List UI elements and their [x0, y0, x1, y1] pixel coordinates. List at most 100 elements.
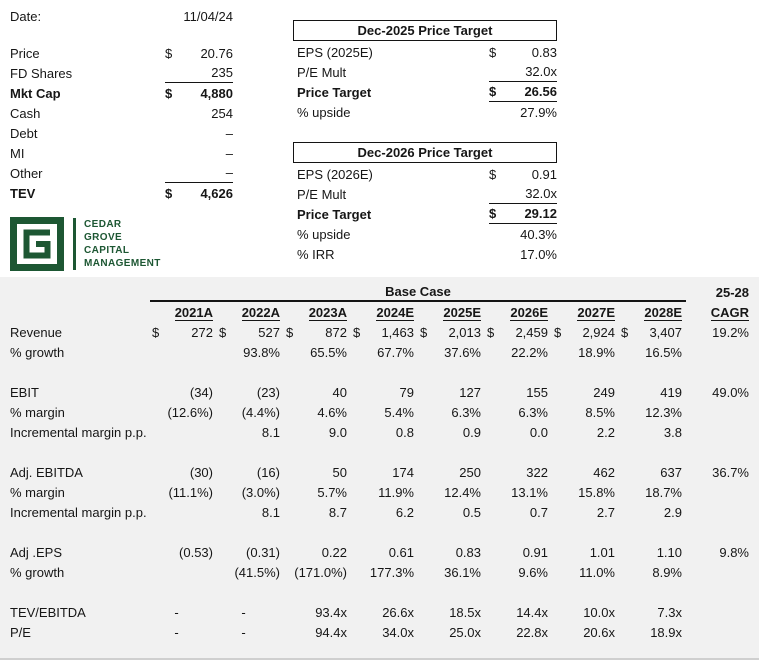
table-cell: (3.0%) — [241, 484, 280, 500]
table-cell: 8.1 — [261, 424, 280, 440]
value-cell: 254 — [165, 103, 233, 123]
cagr-cell: 9.8% — [719, 544, 749, 560]
column-header-label: 2024E — [376, 304, 414, 321]
table-cell: 462 — [593, 464, 615, 480]
summary-row-label: FD Shares — [10, 65, 73, 81]
table-row: EBIT (34) (23) 40 79 127 155 249 419 49.0% — [0, 382, 759, 402]
table-cell: 26.6x — [382, 604, 414, 620]
summary-value: – — [225, 125, 233, 141]
table-cell: 14.4x — [516, 604, 548, 620]
table-cell: 0.5 — [462, 504, 481, 520]
summary-row: Other – — [10, 163, 233, 183]
price-target-value: 27.9% — [520, 104, 557, 120]
summary-row: Mkt Cap $4,880 — [10, 83, 233, 103]
table-cell: 8.1 — [261, 504, 280, 520]
table-cell: 0.83 — [455, 544, 481, 560]
value-cell: $0.91 — [489, 164, 557, 184]
cagr-period-header: 25-28 — [715, 284, 749, 300]
currency-symbol: $ — [487, 324, 495, 340]
price-target-value: 40.3% — [520, 226, 557, 242]
date-value: 11/04/24 — [183, 8, 233, 24]
column-header-label: 2026E — [510, 304, 548, 321]
table-cell: 79 — [399, 384, 414, 400]
table-cell: 2.9 — [663, 504, 682, 520]
summary-value: 254 — [211, 105, 233, 121]
table-cell: 9.6% — [518, 564, 548, 580]
summary-row: TEV $4,626 — [10, 183, 233, 203]
table-cell: 18.9% — [578, 344, 615, 360]
table-cell: 25.0x — [449, 624, 481, 640]
valuation-summary: Date: 11/04/24 Price $20.76 FD Shares 235 Mk… — [10, 6, 233, 203]
column-header: 2026E — [485, 304, 552, 321]
price-target-row-label: P/E Mult — [297, 64, 347, 80]
table-cell: 93.8% — [243, 344, 280, 360]
summary-row-label: TEV — [10, 185, 36, 201]
column-header: 2022A — [217, 304, 284, 321]
currency-symbol: $ — [420, 324, 428, 340]
table-cell: 94.4x — [315, 624, 347, 640]
spacer-row — [0, 522, 759, 542]
price-target-title: Dec-2025 Price Target — [293, 20, 557, 41]
price-target-row-label: Price Target — [297, 84, 372, 100]
table-cell: $2,459 — [485, 325, 552, 340]
table-cell: 13.1% — [511, 484, 548, 500]
table-cell: 18.9x — [650, 624, 682, 640]
table-cell: 2.7 — [596, 504, 615, 520]
price-target-row: Price Target $29.12 — [293, 204, 557, 224]
value-cell: $26.56 — [489, 82, 557, 102]
column-header: 2023A — [284, 304, 351, 321]
summary-row: FD Shares 235 — [10, 63, 233, 83]
price-target-row: % upside 40.3% — [293, 224, 557, 244]
price-target-value: 17.0% — [520, 246, 557, 262]
currency-symbol: $ — [165, 185, 173, 201]
summary-value: – — [225, 165, 233, 180]
table-cell: 2.2 — [596, 424, 615, 440]
column-header: 2025E — [418, 304, 485, 321]
price-target-row: P/E Mult 32.0x — [293, 184, 557, 204]
currency-symbol: $ — [219, 324, 227, 340]
table-cell: (0.31) — [246, 544, 280, 560]
table-cell: 6.3% — [451, 404, 481, 420]
cagr-cell: 36.7% — [712, 464, 749, 480]
table-cell: (4.4%) — [241, 404, 280, 420]
price-target-row-label: EPS (2026E) — [297, 166, 373, 182]
value-cell: – — [165, 163, 233, 183]
table-cell: 11.0% — [579, 564, 615, 580]
value-cell: 40.3% — [489, 224, 557, 244]
value-cell: 32.0x — [489, 184, 557, 204]
forecast-table: Base Case 25-28 2021A 2022A 2023A 2024E 2025E 2… — [0, 282, 759, 642]
table-cell: 37.6% — [444, 344, 481, 360]
column-header-label: 2022A — [241, 304, 280, 321]
table-row-label: Adj. EBITDA — [10, 464, 83, 480]
table-row: P/E - - 94.4x 34.0x 25.0x 22.8x 20.6x 18.9x — [0, 622, 759, 642]
currency-symbol: $ — [353, 324, 361, 340]
table-cell: $2,013 — [418, 325, 485, 340]
table-row-label: % margin — [10, 404, 65, 420]
summary-value: 235 — [211, 65, 233, 80]
currency-symbol: $ — [489, 206, 497, 221]
table-row: Revenue $272 $527 $872 $1,463 $2,013 $2,459 $2,… — [0, 322, 759, 342]
column-header: 2021A — [150, 304, 217, 321]
value-cell: 17.0% — [489, 244, 557, 264]
table-cell: 65.5% — [310, 344, 347, 360]
cedar-grove-logo-mark-icon — [10, 217, 64, 271]
cagr-cell: 49.0% — [712, 384, 749, 400]
table-cell: 40 — [332, 384, 347, 400]
summary-row-label: Other — [10, 165, 43, 181]
table-cell: 12.4% — [444, 484, 481, 500]
value-cell: $4,880 — [165, 83, 233, 103]
table-row: % growth 93.8% 65.5% 67.7% 37.6% 22.2% 18.9% 16… — [0, 342, 759, 362]
price-target-row-label: EPS (2025E) — [297, 44, 373, 60]
table-row: Adj. EBITDA (30) (16) 50 174 250 322 462 637 36.7… — [0, 462, 759, 482]
spacer-row — [0, 362, 759, 382]
table-cell: 1.01 — [589, 544, 615, 560]
table-cell: 22.8x — [516, 624, 548, 640]
table-cell: 6.3% — [518, 404, 548, 420]
table-cell: 155 — [526, 384, 548, 400]
value-cell: $0.83 — [489, 42, 557, 62]
table-cell: (12.6%) — [167, 404, 213, 420]
price-target-value: 26.56 — [524, 84, 557, 99]
date-row: Date: 11/04/24 — [10, 6, 233, 26]
table-cell: 8.5% — [585, 404, 615, 420]
column-header-label: 2021A — [174, 304, 213, 321]
